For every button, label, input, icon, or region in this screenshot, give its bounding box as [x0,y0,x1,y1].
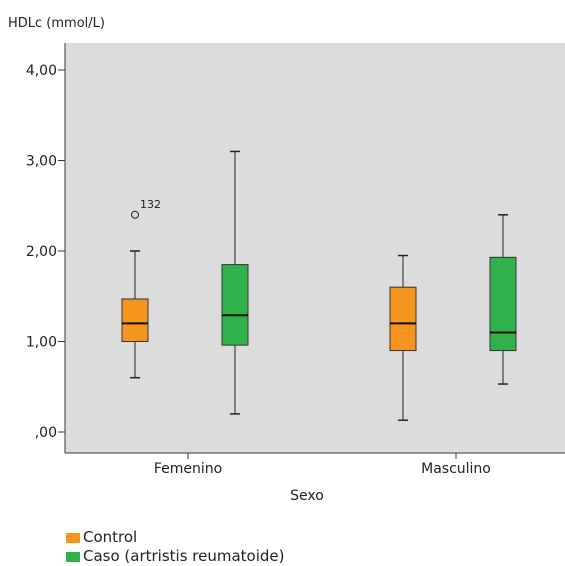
box-iqr [121,298,149,342]
y-tick-label: 2,00 [26,244,57,260]
x-axis-label: Sexo [290,488,324,504]
y-tick-label: 3,00 [26,154,57,170]
box-iqr [221,264,249,346]
x-ticks: Femenino Masculino [154,453,491,477]
box-iqr [489,256,517,352]
legend-swatch-caso [66,551,80,562]
box-1-1 [489,214,517,385]
outlier-point [131,210,139,219]
legend-swatch-control [66,532,80,543]
legend-item-control: Control [66,528,285,547]
y-tick-label: ,00 [35,425,57,441]
y-axis-label: HDLc (mmol/L) [8,16,105,31]
boxes [121,150,517,421]
box-0-1 [389,254,417,421]
y-tick-label: 4,00 [26,63,57,79]
y-ticks: ,00 1,00 2,00 3,00 4,00 [26,63,65,441]
y-tick-label: 1,00 [26,335,57,351]
x-tick-label: Femenino [154,461,222,477]
outliers: 132 [131,198,161,219]
box-1-0 [221,150,249,415]
x-tick-label: Masculino [421,461,491,477]
legend-label-control: Control [83,528,138,546]
box-0-0 [121,250,149,379]
legend-label-caso: Caso (artristis reumatoide) [83,547,285,565]
outlier-label: 132 [140,198,161,211]
box-iqr [389,286,417,352]
legend: Control Caso (artristis reumatoide) [66,528,285,566]
plot-area [65,43,565,453]
legend-item-caso: Caso (artristis reumatoide) [66,547,285,566]
